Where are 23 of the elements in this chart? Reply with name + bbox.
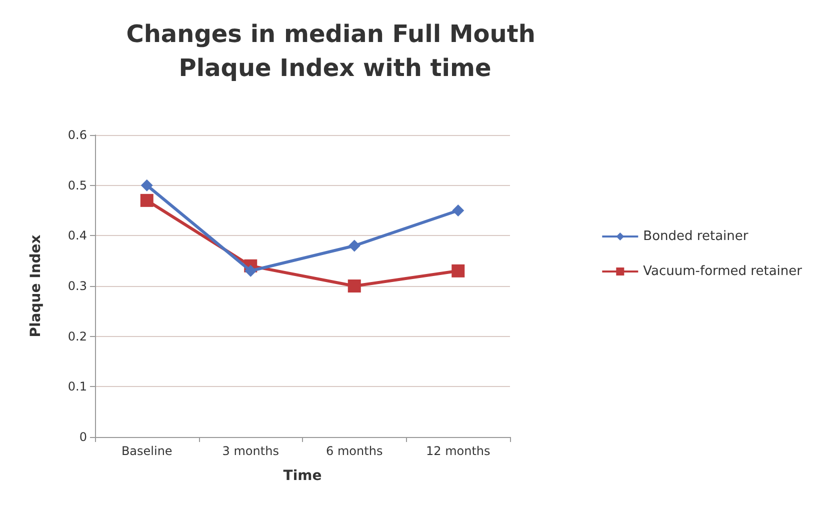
- x-tick-label: 12 months: [426, 444, 490, 458]
- chart-title: Changes in median Full Mouth Plaque Index with time: [126, 20, 544, 82]
- point: [348, 240, 360, 252]
- y-tick-label: 0.1: [68, 380, 87, 394]
- x-tick-label: 6 months: [326, 444, 383, 458]
- legend-label: Vacuum-formed retainer: [643, 264, 803, 279]
- y-tick-label: 0.4: [68, 228, 87, 243]
- point: [244, 264, 257, 277]
- point: [140, 194, 154, 207]
- x-axis-title: Time: [283, 468, 322, 484]
- point: [452, 204, 464, 216]
- point: [452, 264, 465, 278]
- point: [140, 179, 153, 192]
- y-tick-label: 0.6: [68, 128, 87, 142]
- point: [348, 280, 361, 292]
- x-tick-label: Baseline: [121, 444, 172, 458]
- y-axis-title: Plaque Index: [28, 234, 44, 338]
- x-tick-label: 3 months: [222, 444, 279, 458]
- y-tick-label: 0: [79, 430, 87, 444]
- y-tick-label: 0.3: [68, 279, 87, 293]
- legend-label: Bonded retainer: [643, 229, 749, 244]
- y-tick-label: 0.5: [68, 178, 87, 192]
- y-tick-label: 0.2: [68, 329, 87, 344]
